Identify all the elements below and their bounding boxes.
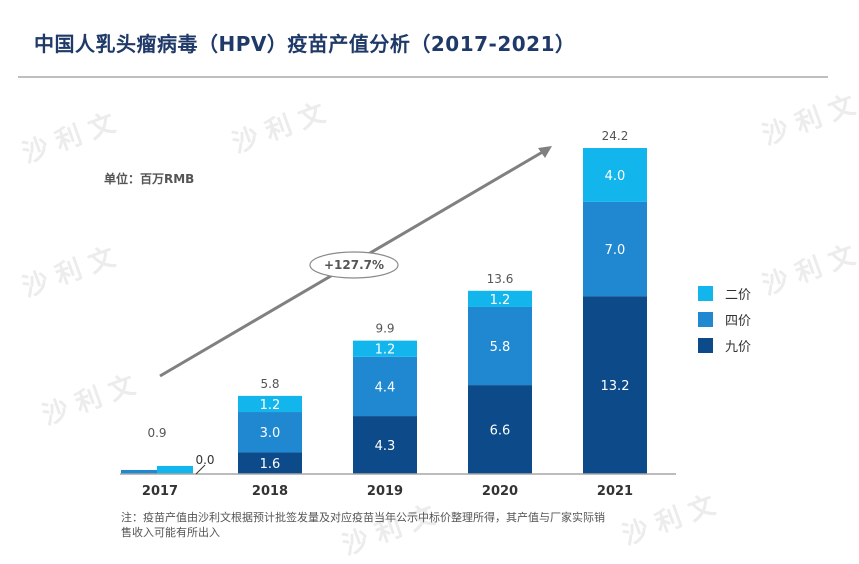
leader-line	[195, 464, 206, 475]
segment-value-label: 1.2	[375, 343, 396, 358]
growth-badge	[309, 251, 399, 279]
legend-label: 四价	[725, 313, 752, 329]
segment-value-label: 3.0	[260, 426, 281, 441]
legend-swatch-bivalent	[698, 285, 713, 301]
legend-swatch-quadrivalent	[698, 311, 713, 327]
segment-value-label: 1.6	[260, 457, 281, 472]
bar-segment-nonavalent	[238, 452, 302, 474]
bar-segment-nonavalent	[353, 416, 417, 474]
growth-arrow-layer: +127.7%	[159, 146, 552, 378]
segment-value-label: 4.4	[375, 380, 396, 395]
bar-segment-nonavalent	[583, 296, 647, 474]
total-value-label: 0.9	[147, 426, 166, 440]
segment-value-label: 0.6	[165, 453, 184, 467]
segment-value-label: 7.0	[605, 243, 626, 258]
legend-label: 二价	[725, 287, 752, 303]
total-value-label: 13.6	[487, 272, 514, 286]
page-title: 中国人乳头瘤病毒（HPV）疫苗产值分析（2017-2021）	[34, 32, 576, 56]
bar-segment-quadrivalent	[353, 356, 417, 417]
segment-value-label: 1.2	[490, 293, 511, 308]
total-value-label: 24.2	[602, 129, 629, 143]
bar-segment-bivalent	[353, 340, 417, 357]
x-tick-label: 2018	[252, 484, 288, 499]
x-tick-label: 2021	[597, 484, 633, 499]
legend-item: 九价	[698, 337, 752, 355]
legend-item: 二价	[698, 285, 752, 303]
x-tick-label: 2017	[142, 484, 178, 499]
unit-label: 单位：百万RMB	[104, 172, 195, 186]
growth-arrowhead	[538, 146, 552, 158]
bar-segment-bivalent	[157, 465, 193, 474]
labels-layer: 2017 0.3 0.6 0.0 0.9 2018 1.6 3.0 1.2 5.8 2019 4.3 4…	[129, 129, 633, 499]
total-value-label: 5.8	[260, 377, 279, 391]
segment-value-label: 4.3	[375, 439, 396, 454]
segment-value-label: 5.8	[490, 340, 511, 355]
bars-layer	[121, 148, 647, 474]
legend-item: 四价	[698, 311, 752, 329]
title-divider	[18, 76, 828, 78]
growth-annotation: +127.7%	[324, 258, 384, 272]
bar-segment-bivalent	[583, 148, 647, 202]
segment-value-label: 1.2	[260, 398, 281, 413]
legend-swatch-nonavalent	[698, 337, 713, 353]
bar-segment-bivalent	[238, 395, 302, 413]
segment-value-label: 0.3	[129, 459, 148, 473]
segment-value-label: 4.0	[605, 169, 626, 184]
footnote: 注：疫苗产值由沙利文根据预计批签发量及对应疫苗当年公示中标价整理所得，其产值与厂…	[121, 511, 605, 539]
total-value-label: 9.9	[375, 322, 394, 336]
segment-value-label: 13.2	[601, 379, 630, 394]
segment-value-label: 0.0	[195, 453, 214, 467]
bar-segment-quadrivalent	[583, 201, 647, 297]
legend: 二价 四价 九价	[698, 285, 752, 364]
segment-value-label: 6.6	[490, 424, 511, 439]
x-tick-label: 2020	[482, 484, 518, 499]
x-tick-label: 2019	[367, 484, 403, 499]
bar-segment-quadrivalent	[238, 412, 302, 453]
bar-segment-nonavalent	[468, 385, 532, 474]
legend-label: 九价	[725, 339, 752, 355]
bar-segment-quadrivalent	[468, 306, 532, 386]
bar-segment-quadrivalent	[121, 469, 157, 474]
bar-segment-bivalent	[468, 290, 532, 307]
